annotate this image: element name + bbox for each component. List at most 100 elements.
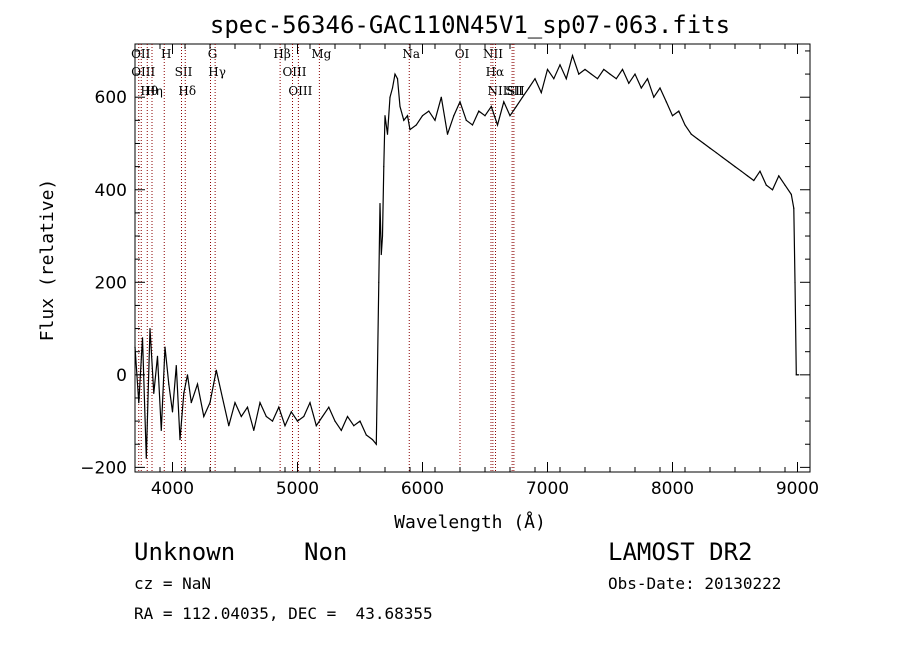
data-point bbox=[746, 175, 749, 177]
data-point bbox=[515, 105, 517, 108]
spectral-line-label: H bbox=[161, 47, 171, 61]
data-point bbox=[793, 207, 795, 209]
data-point bbox=[440, 96, 442, 98]
data-point bbox=[246, 406, 249, 408]
data-point bbox=[403, 119, 405, 121]
obs-date: Obs-Date: 20130222 bbox=[608, 574, 782, 593]
spectral-line-label: Hη bbox=[145, 84, 163, 98]
cz-value: cz = NaN bbox=[134, 574, 212, 593]
data-point bbox=[175, 364, 177, 367]
data-point bbox=[446, 133, 449, 135]
data-point bbox=[409, 129, 411, 131]
data-point bbox=[778, 175, 780, 177]
data-point bbox=[141, 337, 144, 339]
data-point bbox=[215, 369, 217, 371]
data-point bbox=[640, 87, 642, 89]
data-point bbox=[240, 415, 242, 418]
spectral-line-label: OIII bbox=[288, 84, 312, 98]
data-point bbox=[253, 429, 255, 431]
data-point bbox=[709, 147, 711, 149]
axes: 4000 5000 6000 7000 8000 9000 −200 0 200 400 600 bbox=[80, 44, 819, 499]
data-point bbox=[740, 170, 742, 172]
spectrum-series-group bbox=[134, 53, 800, 459]
data-point bbox=[315, 425, 317, 427]
data-point bbox=[465, 119, 467, 121]
plot-area bbox=[134, 43, 811, 473]
y-axis-label: Flux (relative) bbox=[37, 179, 58, 342]
spectral-line-label: Na bbox=[402, 47, 420, 61]
data-point bbox=[265, 415, 267, 418]
data-point bbox=[160, 429, 162, 431]
data-point bbox=[303, 415, 305, 418]
data-point bbox=[690, 133, 692, 135]
x-tick-label: 4000 bbox=[151, 479, 194, 499]
y-tick-label: 600 bbox=[95, 88, 127, 108]
data-point bbox=[615, 78, 617, 80]
data-point bbox=[790, 193, 792, 195]
x-tick-label: 8000 bbox=[651, 479, 694, 499]
spectral-line-label: Mg bbox=[311, 47, 331, 61]
data-point bbox=[278, 406, 280, 408]
data-point bbox=[584, 68, 586, 71]
spectral-line-label: Hθ bbox=[140, 84, 158, 98]
data-point bbox=[765, 184, 767, 186]
data-point bbox=[171, 411, 174, 413]
spectral-line-label: Hγ bbox=[208, 65, 226, 79]
x-tick-label: 6000 bbox=[401, 479, 444, 499]
data-point bbox=[795, 374, 797, 376]
data-point bbox=[684, 124, 686, 126]
data-point bbox=[578, 73, 580, 75]
spectral-line-label: Hα bbox=[486, 65, 505, 79]
plot-frame bbox=[134, 43, 811, 473]
data-point bbox=[509, 115, 511, 117]
data-point bbox=[221, 397, 224, 399]
data-point bbox=[183, 392, 185, 394]
data-point bbox=[415, 124, 417, 126]
data-point bbox=[484, 115, 486, 117]
data-point bbox=[753, 179, 755, 182]
data-point bbox=[391, 87, 394, 89]
data-point bbox=[503, 101, 505, 103]
survey-label: LAMOST DR2 bbox=[608, 538, 753, 566]
data-point bbox=[340, 429, 342, 431]
spectrum-line bbox=[134, 53, 799, 459]
data-point bbox=[386, 133, 389, 135]
data-point bbox=[696, 138, 699, 140]
data-point bbox=[659, 87, 661, 89]
data-point bbox=[375, 443, 377, 445]
data-point bbox=[728, 161, 730, 163]
data-point bbox=[634, 73, 636, 75]
spectral-line-label: Hβ bbox=[273, 47, 290, 61]
spectral-line-label: OI bbox=[455, 47, 470, 61]
x-tick-label: 5000 bbox=[276, 479, 319, 499]
data-point bbox=[528, 87, 530, 89]
data-point bbox=[138, 401, 140, 404]
data-point bbox=[190, 401, 192, 404]
spectral-line-label: SII bbox=[507, 84, 525, 98]
spectral-line-label: OIII bbox=[131, 65, 155, 79]
data-point bbox=[328, 406, 330, 408]
spectral-line-label: NII bbox=[488, 84, 508, 98]
data-point bbox=[546, 68, 549, 71]
data-point bbox=[209, 401, 211, 404]
data-point bbox=[381, 235, 384, 237]
data-point bbox=[134, 346, 136, 348]
spectral-line-label: G bbox=[208, 47, 218, 61]
data-point bbox=[396, 78, 399, 80]
data-point bbox=[671, 115, 674, 117]
data-point bbox=[380, 253, 382, 256]
data-point bbox=[365, 434, 367, 436]
data-point bbox=[359, 420, 361, 422]
y-tick-label: −200 bbox=[80, 458, 127, 478]
data-point bbox=[371, 439, 374, 441]
data-point bbox=[715, 152, 717, 154]
chart-title: spec-56346-GAC110N45V1_sp07-063.fits bbox=[210, 11, 730, 39]
x-axis-label: Wavelength (Å) bbox=[394, 511, 546, 533]
data-point bbox=[309, 401, 311, 404]
data-point bbox=[271, 420, 274, 422]
x-tick-label: 7000 bbox=[526, 479, 569, 499]
data-point bbox=[734, 166, 736, 168]
data-point bbox=[384, 115, 386, 117]
data-point bbox=[406, 115, 409, 117]
object-subclass: Non bbox=[304, 538, 348, 566]
